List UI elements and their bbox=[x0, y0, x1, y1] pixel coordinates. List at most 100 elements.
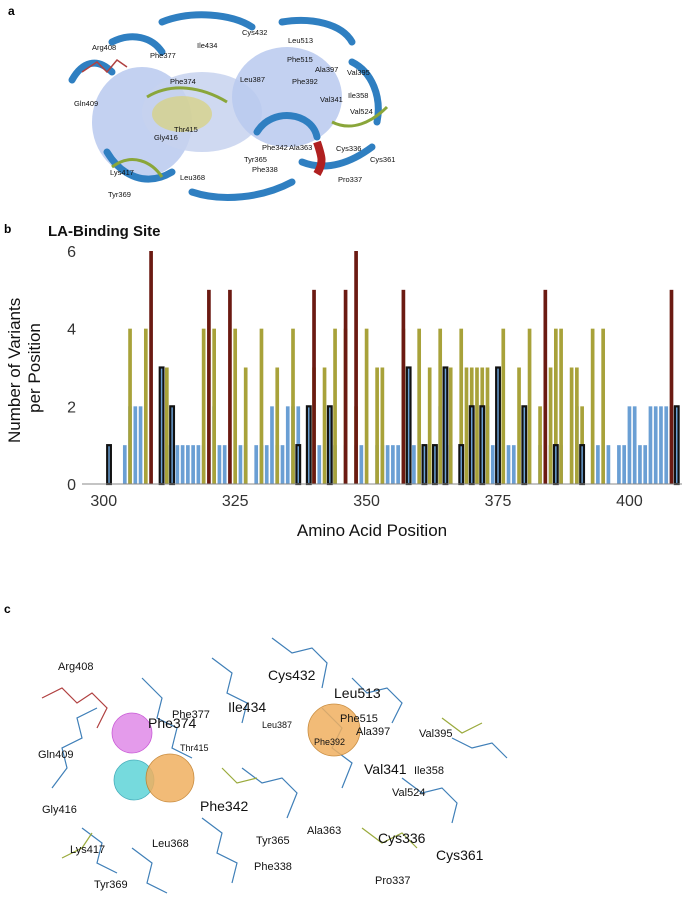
residue-label: Val524 bbox=[392, 787, 425, 799]
bar bbox=[259, 328, 264, 484]
residue-label: Val524 bbox=[350, 107, 373, 116]
bar bbox=[380, 367, 385, 484]
bar bbox=[375, 367, 379, 484]
bar bbox=[391, 445, 395, 484]
bar bbox=[427, 367, 432, 484]
bar bbox=[617, 445, 621, 484]
residue-label: Arg408 bbox=[58, 661, 93, 673]
bar bbox=[133, 406, 138, 484]
y-tick-label: 2 bbox=[67, 399, 76, 416]
residue-label: Arg408 bbox=[92, 43, 116, 52]
bar bbox=[165, 367, 169, 484]
residue-label: Ile434 bbox=[197, 41, 217, 50]
bar bbox=[543, 289, 548, 484]
residue-label: Phe392 bbox=[292, 77, 318, 86]
binding-site-ribbon-figure: Arg408 Phe377 Ile434 Cys432 Leu513 Phe51… bbox=[68, 11, 395, 201]
residue-label: Phe515 bbox=[287, 55, 313, 64]
bar bbox=[212, 328, 216, 484]
variants-bar-chart: LA-Binding Site 0 2 4 6 300 325 350 375 400 Num… bbox=[5, 223, 682, 540]
bar bbox=[464, 367, 469, 484]
residue-label: Lys417 bbox=[70, 844, 105, 856]
bar bbox=[186, 445, 190, 484]
bar bbox=[333, 328, 337, 484]
bar bbox=[228, 289, 232, 484]
bar bbox=[632, 406, 637, 484]
x-tick-label: 375 bbox=[485, 493, 512, 510]
residue-label: Ile358 bbox=[414, 765, 444, 777]
bar bbox=[669, 289, 674, 484]
bar bbox=[664, 406, 669, 484]
hydrophobic-sphere-magenta bbox=[111, 712, 153, 754]
residue-label: Leu368 bbox=[180, 173, 205, 182]
bar bbox=[575, 367, 579, 484]
bar-outlined bbox=[458, 444, 465, 486]
bar bbox=[659, 406, 663, 484]
bar bbox=[317, 445, 322, 484]
residue-label: Phe377 bbox=[150, 51, 176, 60]
binding-pocket-surface bbox=[232, 47, 342, 147]
residue-label: Thr415 bbox=[174, 125, 198, 134]
x-tick-label: 325 bbox=[222, 493, 249, 510]
bar bbox=[364, 328, 369, 484]
bar-outlined bbox=[579, 444, 586, 486]
bar-outlined bbox=[326, 405, 333, 486]
residue-label: Val341 bbox=[364, 761, 407, 777]
residue-label: Cys432 bbox=[242, 28, 267, 37]
bar-outlined bbox=[158, 366, 165, 486]
bar bbox=[359, 445, 364, 484]
bar-outlined bbox=[431, 444, 438, 486]
residue-label: Cys336 bbox=[378, 830, 426, 846]
bar-outlined bbox=[405, 366, 412, 486]
bar-outlined bbox=[552, 444, 559, 486]
bar bbox=[459, 328, 464, 484]
x-tick-label: 350 bbox=[353, 493, 380, 510]
bar bbox=[638, 445, 642, 484]
bar bbox=[475, 367, 479, 484]
bar bbox=[590, 328, 595, 484]
residue-label: Phe374 bbox=[170, 77, 196, 86]
bar bbox=[270, 406, 274, 484]
bar bbox=[538, 406, 542, 484]
residue-label: Tyr365 bbox=[244, 155, 267, 164]
bar bbox=[222, 445, 227, 484]
stick-model-olive bbox=[61, 717, 483, 859]
residue-label: Tyr365 bbox=[256, 835, 290, 847]
bar bbox=[291, 328, 295, 484]
bar-outlined bbox=[495, 366, 501, 486]
bar bbox=[601, 328, 605, 484]
residue-label: Phe338 bbox=[252, 165, 278, 174]
residue-label: Cys432 bbox=[268, 667, 316, 683]
bar-outlined bbox=[295, 444, 302, 486]
residue-label: Tyr369 bbox=[108, 190, 131, 199]
residue-label: Leu513 bbox=[288, 36, 313, 45]
bar bbox=[517, 367, 521, 484]
bar bbox=[627, 406, 632, 484]
bar bbox=[643, 445, 648, 484]
x-tick-label: 300 bbox=[90, 493, 117, 510]
bar-outlined bbox=[305, 405, 312, 486]
residue-label: Thr415 bbox=[180, 743, 209, 753]
bar-outlined bbox=[442, 366, 449, 486]
y-ticks-group: 0 2 4 6 bbox=[67, 244, 76, 494]
bar-outlined bbox=[521, 405, 528, 486]
residue-label: Leu387 bbox=[262, 720, 292, 730]
bars-group bbox=[106, 251, 680, 486]
bar bbox=[128, 328, 132, 484]
bar bbox=[180, 445, 185, 484]
x-axis-label: Amino Acid Position bbox=[297, 521, 447, 540]
arg-stick bbox=[41, 687, 108, 729]
y-axis-label: Number of Variants per Position bbox=[5, 293, 44, 443]
residue-label: Ile358 bbox=[348, 91, 368, 100]
residue-label: Phe515 bbox=[340, 713, 378, 725]
residue-label: Val341 bbox=[320, 95, 343, 104]
residue-label: Pro337 bbox=[375, 875, 410, 887]
bar bbox=[485, 367, 490, 484]
panel-letter-a: a bbox=[8, 4, 15, 18]
y-tick-label: 4 bbox=[67, 322, 76, 339]
residue-label: Leu387 bbox=[240, 75, 265, 84]
bar-outlined bbox=[468, 405, 475, 486]
residue-label: Cys336 bbox=[336, 144, 361, 153]
residue-label: Ala397 bbox=[356, 726, 390, 738]
bar bbox=[207, 289, 211, 484]
residue-label: Phe374 bbox=[148, 715, 196, 731]
